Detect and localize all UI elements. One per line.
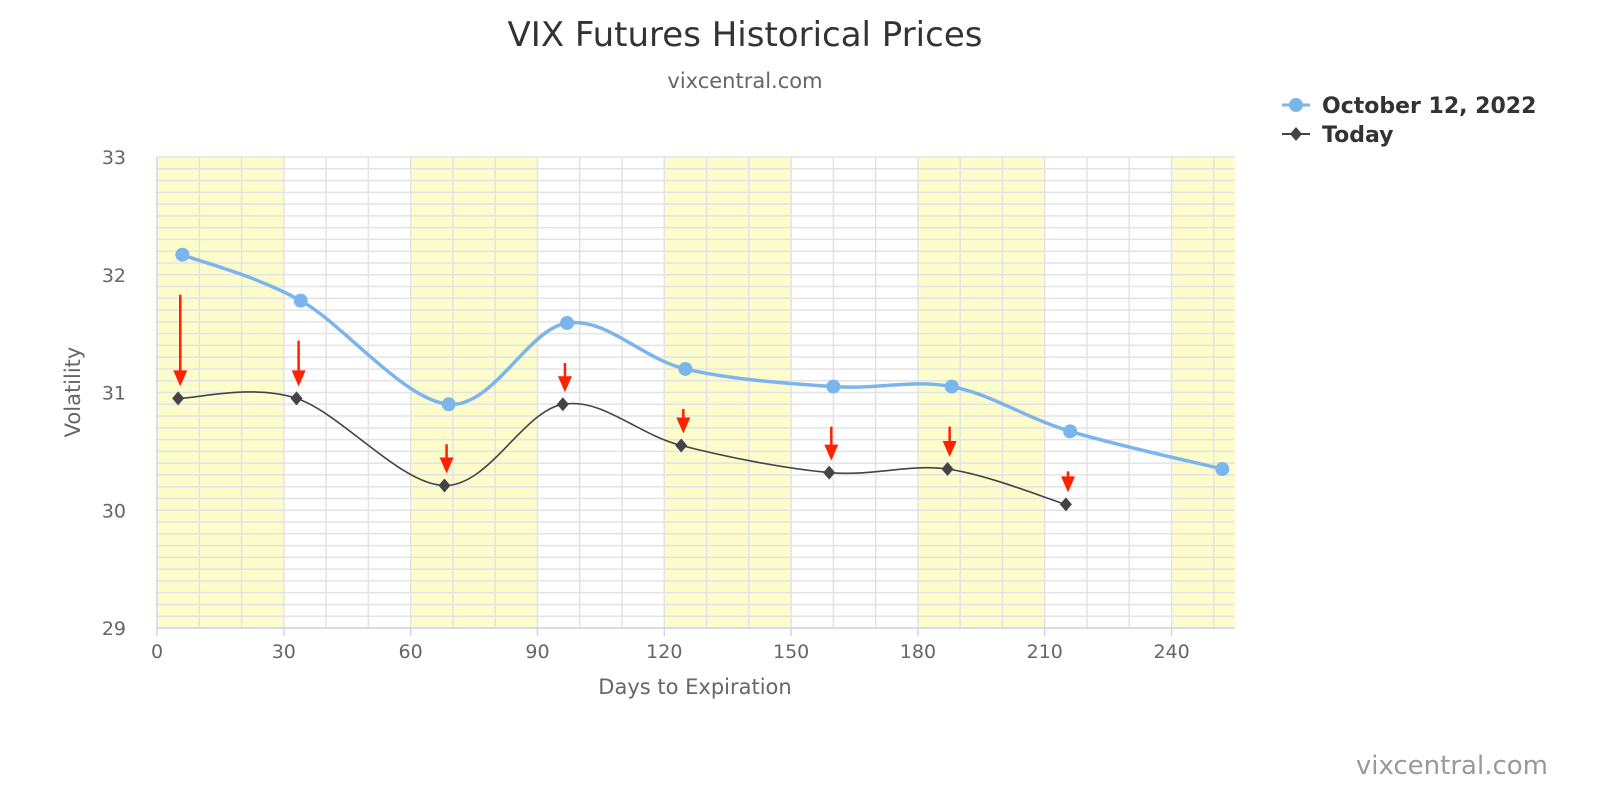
series-line-today: [178, 391, 1067, 506]
arrow-head: [824, 444, 839, 461]
data-point-october-12-2022[interactable]: [293, 293, 308, 308]
legend-label: Today: [1322, 123, 1393, 148]
legend-label: October 12, 2022: [1322, 94, 1536, 119]
diamond-marker-icon: [1290, 127, 1302, 141]
data-point-today[interactable]: [172, 391, 185, 406]
data-point-october-12-2022[interactable]: [826, 379, 841, 394]
arrow-down-icon: [173, 294, 188, 387]
data-point-today[interactable]: [1059, 497, 1072, 512]
arrow-down-icon: [1061, 471, 1076, 493]
x-tick-label: 150: [773, 641, 809, 663]
data-point-october-12-2022[interactable]: [175, 247, 190, 262]
x-tick-label: 0: [151, 641, 163, 663]
x-tick-label: 30: [272, 641, 296, 663]
x-tick-label: 180: [900, 641, 936, 663]
x-axis-ticks: 0 30 60 90 120 150 180 210 240: [151, 628, 1190, 663]
circle-marker-icon: [1289, 98, 1303, 112]
change-arrows: [173, 294, 1076, 493]
data-point-today[interactable]: [941, 462, 954, 477]
data-point-today[interactable]: [438, 478, 451, 493]
arrow-head: [676, 417, 691, 434]
data-point-today[interactable]: [823, 465, 836, 480]
data-point-october-12-2022[interactable]: [560, 316, 575, 331]
series-markers[interactable]: [172, 247, 1230, 512]
y-axis-title: Volatility: [61, 347, 85, 438]
data-point-october-12-2022[interactable]: [1215, 462, 1230, 477]
data-point-october-12-2022[interactable]: [944, 379, 959, 394]
x-tick-label: 60: [399, 641, 423, 663]
axes: [156, 157, 1235, 629]
arrow-head: [173, 370, 188, 387]
y-tick-label: 30: [102, 500, 126, 522]
y-tick-label: 31: [102, 383, 126, 405]
data-point-today[interactable]: [675, 438, 688, 453]
arrow-down-icon: [942, 426, 957, 458]
arrow-head: [942, 441, 957, 458]
arrow-down-icon: [439, 444, 454, 474]
x-tick-label: 120: [646, 641, 682, 663]
y-tick-label: 29: [102, 618, 126, 640]
x-tick-label: 240: [1153, 641, 1189, 663]
arrow-head: [291, 370, 306, 387]
data-point-october-12-2022[interactable]: [1063, 424, 1078, 439]
arrow-head: [557, 376, 572, 393]
arrow-down-icon: [291, 340, 306, 387]
data-point-october-12-2022[interactable]: [441, 397, 456, 412]
chart-subtitle: vixcentral.com: [667, 69, 822, 93]
arrow-head: [439, 457, 454, 474]
arrow-down-icon: [557, 363, 572, 393]
data-point-today[interactable]: [556, 397, 569, 412]
credit-label[interactable]: vixcentral.com: [1356, 751, 1548, 781]
y-tick-label: 32: [102, 265, 126, 287]
data-point-today[interactable]: [290, 391, 303, 406]
legend-item-october-12-2022[interactable]: October 12, 2022: [1282, 94, 1536, 119]
arrow-down-icon: [824, 426, 839, 461]
legend[interactable]: October 12, 2022 Today: [1282, 94, 1536, 148]
x-tick-label: 210: [1027, 641, 1063, 663]
y-axis-ticks: 29 30 31 32 33: [102, 147, 126, 640]
x-tick-label: 90: [525, 641, 549, 663]
chart-title: VIX Futures Historical Prices: [508, 15, 983, 55]
grid: [157, 156, 1235, 629]
y-tick-label: 33: [102, 147, 126, 169]
data-point-october-12-2022[interactable]: [678, 361, 693, 376]
x-axis-title: Days to Expiration: [598, 675, 791, 699]
arrow-head: [1061, 476, 1076, 493]
arrow-down-icon: [676, 408, 691, 434]
legend-item-today[interactable]: Today: [1282, 123, 1393, 148]
